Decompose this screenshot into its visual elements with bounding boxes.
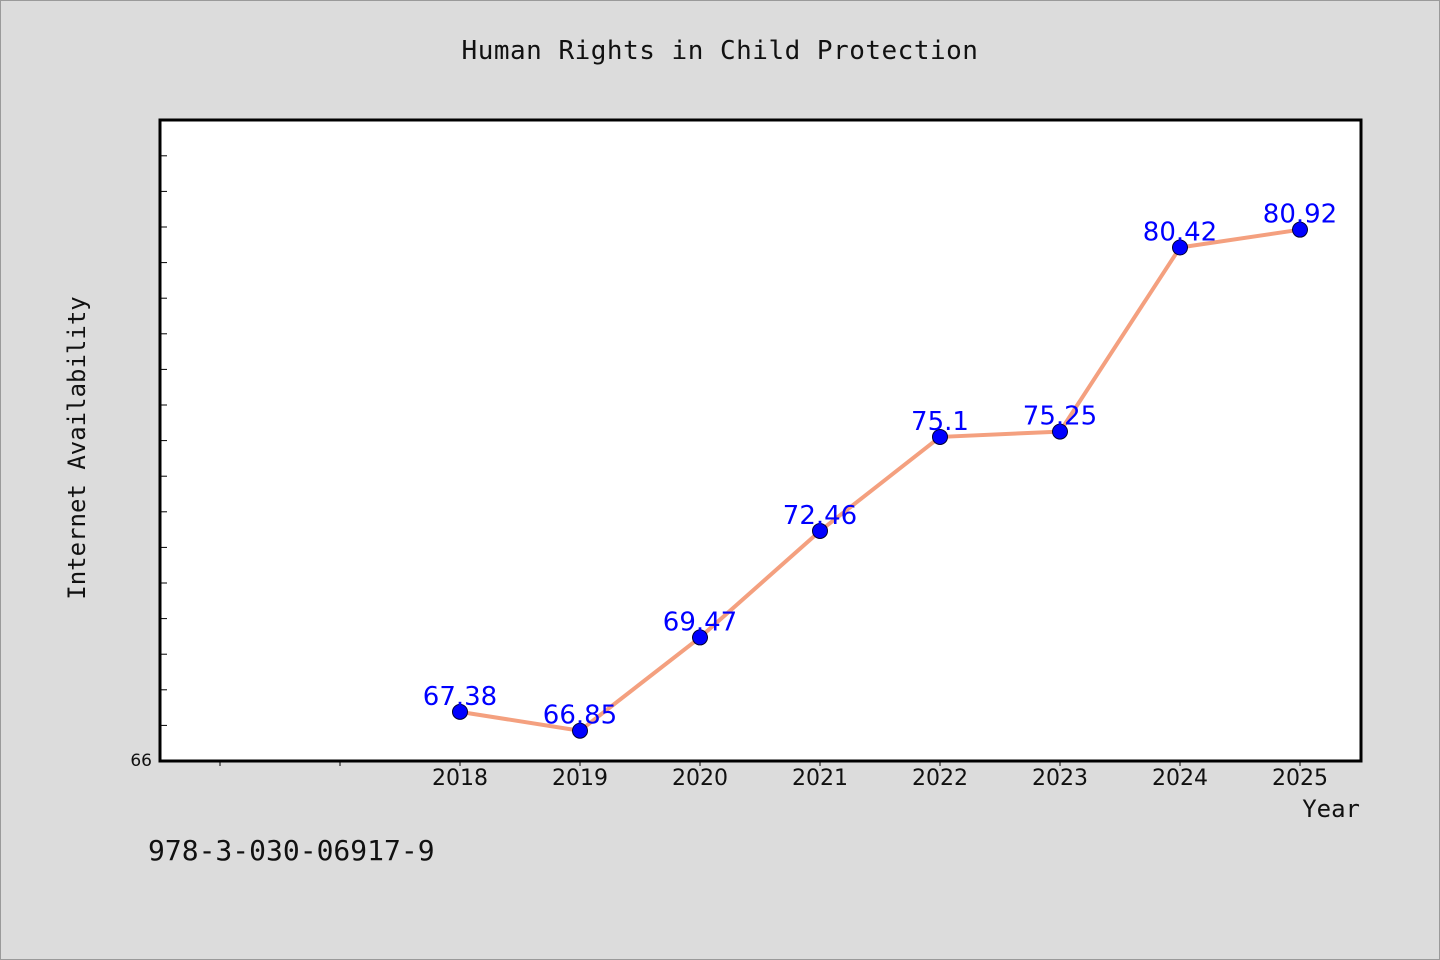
y-tick-label: 66 [130, 751, 152, 771]
x-tick-label-2021: 2021 [792, 766, 848, 791]
data-label-2022: 75.1 [911, 407, 969, 437]
data-point-2025 [1292, 221, 1308, 238]
isbn-footer: 978-3-030-06917-9 [148, 834, 435, 867]
data-label-2024: 80.42 [1143, 217, 1217, 247]
y-axis-label: Internet Availability [63, 296, 91, 599]
data-point-2024 [1172, 239, 1188, 256]
x-axis-label: Year [1302, 795, 1360, 823]
data-label-2018: 67.38 [423, 682, 497, 712]
data-label-2021: 72.46 [783, 501, 857, 531]
data-point-2023 [1052, 423, 1068, 440]
data-point-2019 [572, 722, 588, 739]
data-label-2023: 75.25 [1023, 402, 1097, 432]
x-tick-label-2018: 2018 [432, 766, 488, 791]
data-point-2021 [812, 522, 828, 539]
data-label-2019: 66.85 [543, 701, 617, 731]
series-line [459, 227, 1301, 733]
x-axis-ticks: 2018 2019 2020 2021 2022 2023 2024 2025 [219, 761, 1328, 791]
data-labels-layer: 67.38 66.85 69.47 72.46 75.1 75.25 80.42 80.92 [423, 200, 1337, 731]
series-layer [452, 221, 1308, 739]
x-tick-label-2025: 2025 [1272, 766, 1328, 791]
x-tick-label-2020: 2020 [672, 766, 728, 791]
data-point-2020 [692, 629, 708, 646]
x-tick-label-2019: 2019 [552, 766, 608, 791]
x-tick-label-2023: 2023 [1032, 766, 1088, 791]
x-tick-label-2022: 2022 [912, 766, 968, 791]
plot-area [158, 118, 1363, 763]
chart-title: Human Rights in Child Protection [461, 36, 979, 66]
data-point-2022 [932, 428, 948, 445]
y-axis-ticks: 66 [130, 155, 167, 771]
data-point-2018 [452, 703, 468, 720]
data-label-2025: 80.92 [1263, 200, 1337, 230]
x-tick-label-2024: 2024 [1152, 766, 1208, 791]
data-label-2020: 69.47 [663, 607, 737, 637]
